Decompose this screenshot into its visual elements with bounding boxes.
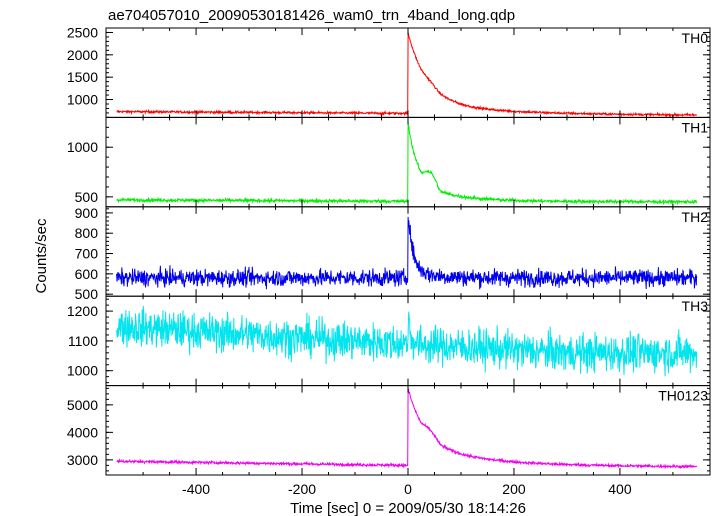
y-tick-label: 3000 xyxy=(67,452,98,468)
x-tick-label: 0 xyxy=(404,481,412,497)
x-tick-label: -400 xyxy=(182,481,210,497)
panel-th3: 1000 1100 1200 TH3 xyxy=(67,295,711,387)
chart-title: ae704057010_20090530181426_wam0_trn_4ban… xyxy=(108,7,515,24)
series-line-th0123 xyxy=(116,387,698,470)
x-tick-label: 400 xyxy=(608,481,632,497)
y-tick-label: 1200 xyxy=(67,303,98,319)
y-tick-label: 500 xyxy=(75,286,99,302)
series-label-th0: TH0 xyxy=(682,30,709,46)
series-line-th0 xyxy=(116,32,698,118)
y-tick-label: 1000 xyxy=(67,92,98,108)
y-tick-label: 1500 xyxy=(67,69,98,85)
y-axis-label: Counts/sec xyxy=(33,218,50,294)
y-tick-label: 500 xyxy=(75,189,99,205)
y-tick-label: 2500 xyxy=(67,24,98,40)
y-tick-label: 900 xyxy=(75,205,99,221)
y-tick-label: 5000 xyxy=(67,397,98,413)
series-label-th3: TH3 xyxy=(682,298,709,314)
y-tick-label: 1100 xyxy=(68,333,98,349)
y-tick-label: 600 xyxy=(75,266,99,282)
series-line-th3 xyxy=(116,305,698,377)
y-tick-label: 700 xyxy=(75,246,99,262)
x-tick-label: -200 xyxy=(288,481,316,497)
series-label-th1: TH1 xyxy=(682,119,709,135)
panel-th1: 500 1000 TH1 xyxy=(67,116,711,208)
x-tick-label: 200 xyxy=(502,481,526,497)
y-tick-label: 1000 xyxy=(67,139,98,155)
series-label-th2: TH2 xyxy=(682,209,709,225)
y-tick-label: 1000 xyxy=(67,363,98,379)
series-line-th2 xyxy=(116,216,698,290)
series-line-th1 xyxy=(116,122,698,206)
panel-th2: 500 600 700 800 900 TH2 xyxy=(75,205,711,302)
series-label-th0123: TH0123 xyxy=(658,388,708,404)
panel-th0123: 3000 4000 5000 TH0123 xyxy=(67,385,711,476)
x-axis-label: Time [sec] 0 = 2009/05/30 18:14:26 xyxy=(290,500,526,516)
y-tick-label: 2000 xyxy=(67,47,98,63)
y-tick-label: 800 xyxy=(75,225,99,241)
y-tick-label: 4000 xyxy=(67,424,98,440)
